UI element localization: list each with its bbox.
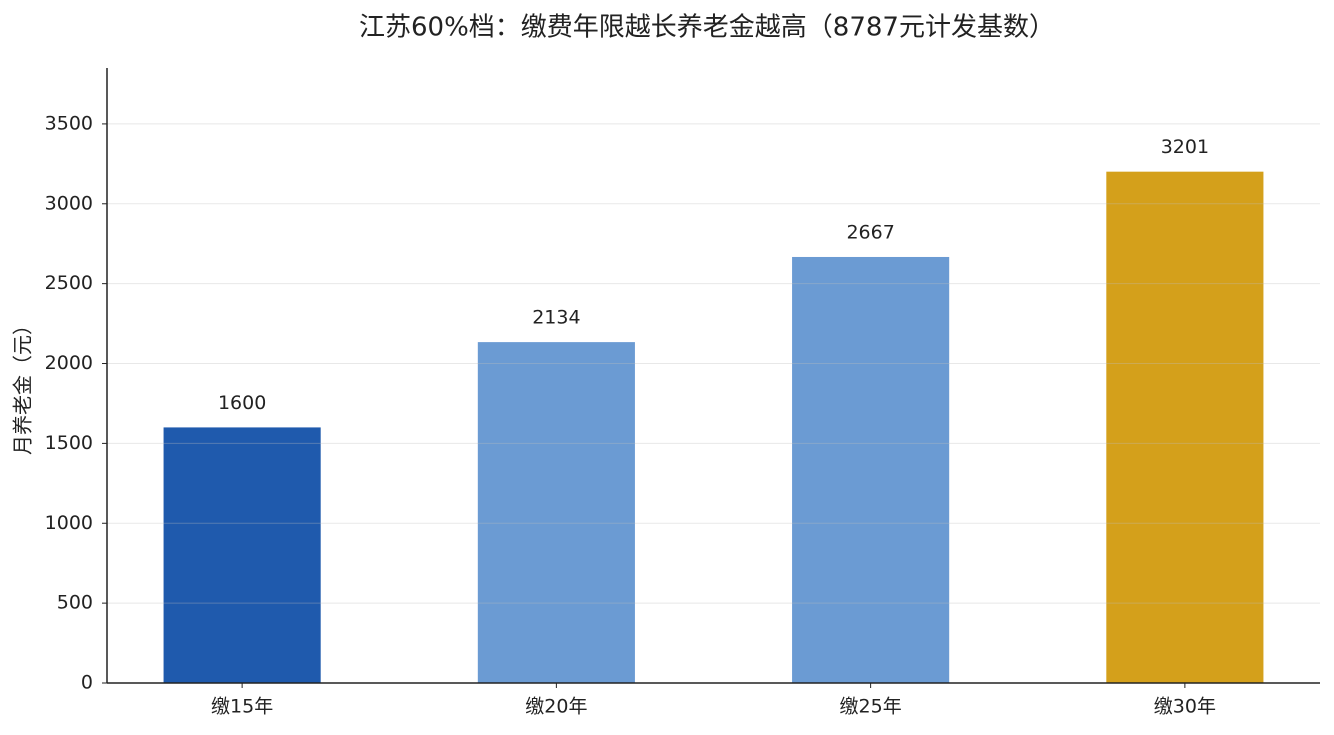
bar — [477, 342, 635, 683]
value-label: 2667 — [846, 221, 894, 243]
bar — [1106, 171, 1264, 683]
chart-title: 江苏60%档：缴费年限越长养老金越高（8787元计发基数） — [359, 13, 1055, 43]
value-label: 2134 — [532, 307, 580, 329]
x-tick-label: 缴25年 — [840, 696, 902, 718]
y-tick-label: 0 — [81, 672, 93, 694]
y-tick-label: 2500 — [45, 272, 93, 294]
value-label: 1600 — [218, 392, 266, 414]
y-tick-label: 500 — [57, 592, 93, 614]
y-tick-label: 1500 — [45, 432, 93, 454]
x-tick-label: 缴30年 — [1154, 696, 1216, 718]
bar — [163, 427, 321, 683]
y-axis-label: 月养老金（元） — [11, 315, 35, 455]
y-tick-label: 2000 — [45, 352, 93, 374]
value-label: 3201 — [1161, 136, 1209, 158]
x-tick-label: 缴15年 — [211, 696, 273, 718]
x-tick-label: 缴20年 — [525, 696, 587, 718]
bar — [792, 256, 950, 683]
y-tick-label: 3500 — [45, 112, 93, 134]
y-tick-label: 1000 — [45, 512, 93, 534]
y-tick-label: 3000 — [45, 192, 93, 214]
